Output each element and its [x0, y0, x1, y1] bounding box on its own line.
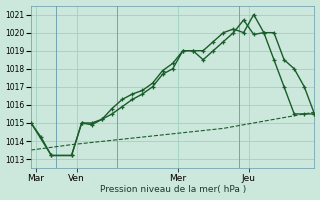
X-axis label: Pression niveau de la mer( hPa ): Pression niveau de la mer( hPa ): [100, 185, 246, 194]
